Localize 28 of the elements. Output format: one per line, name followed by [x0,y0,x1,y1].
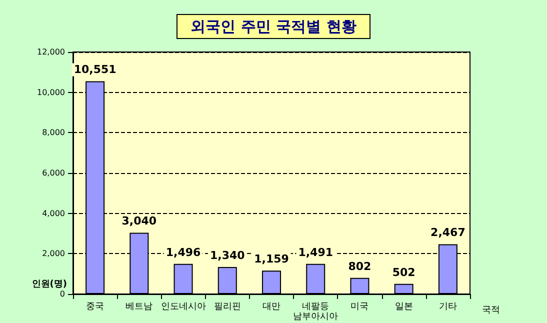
y-tick-label: 8,000 [42,128,65,138]
data-label: 1,159 [254,252,289,266]
y-tick-label: 4,000 [42,208,65,218]
data-label: 1,496 [166,246,202,259]
x-tick-label: 기타 [438,302,457,312]
y-tick-label: 12,000 [37,48,65,56]
data-label: 502 [392,266,416,279]
x-tick-label: 베트남 [126,302,153,312]
x-tick-label: 중국 [86,302,104,312]
data-label: 2,467 [430,226,466,240]
x-tick-label: 미국 [350,302,369,312]
x-tick-label: 필리핀 [214,302,241,312]
x-tick-label: 네팔등 남부아시아 [293,302,338,322]
chart-title: 외국인 주민 국적별 현황 [190,18,356,36]
data-label: 1,491 [298,246,334,259]
y-tick-label: 0 [60,290,65,298]
x-tick-label: 일본 [394,302,413,312]
y-axis-title: 인원(명) [32,280,67,290]
x-tick-label: 대만 [262,302,280,312]
data-label: 3,040 [122,214,157,228]
data-label: 10,551 [74,63,116,76]
data-label: 1,340 [210,248,246,262]
y-tick-label: 6,000 [42,168,65,178]
y-tick-label: 10,000 [37,88,65,97]
x-axis-title: 국적 [482,306,500,316]
y-tick-label: 2,000 [42,249,65,258]
data-label: 802 [348,260,372,273]
x-tick-label: 인도네시아 [160,302,206,312]
